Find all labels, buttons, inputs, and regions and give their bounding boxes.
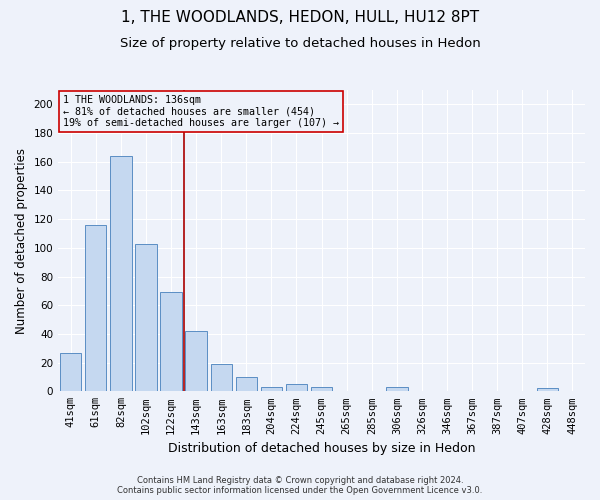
Bar (160, 292, 182, 392)
X-axis label: Distribution of detached houses by size in Hedon: Distribution of detached houses by size … (168, 442, 475, 455)
Bar (110, 156, 131, 392)
Bar (85, 225, 106, 392)
Bar (236, 377, 257, 392)
Bar (386, 387, 407, 392)
Bar (136, 244, 157, 392)
Bar (286, 384, 307, 392)
Y-axis label: Number of detached properties: Number of detached properties (15, 148, 28, 334)
Bar (261, 387, 282, 392)
Text: 1 THE WOODLANDS: 136sqm
← 81% of detached houses are smaller (454)
19% of semi-d: 1 THE WOODLANDS: 136sqm ← 81% of detache… (64, 94, 340, 128)
Bar (211, 364, 232, 392)
Bar (311, 387, 332, 392)
Text: Size of property relative to detached houses in Hedon: Size of property relative to detached ho… (119, 38, 481, 51)
Bar (185, 331, 207, 392)
Bar (60, 352, 82, 392)
Bar (537, 388, 558, 392)
Text: Contains HM Land Registry data © Crown copyright and database right 2024.
Contai: Contains HM Land Registry data © Crown c… (118, 476, 482, 495)
Text: 1, THE WOODLANDS, HEDON, HULL, HU12 8PT: 1, THE WOODLANDS, HEDON, HULL, HU12 8PT (121, 10, 479, 25)
